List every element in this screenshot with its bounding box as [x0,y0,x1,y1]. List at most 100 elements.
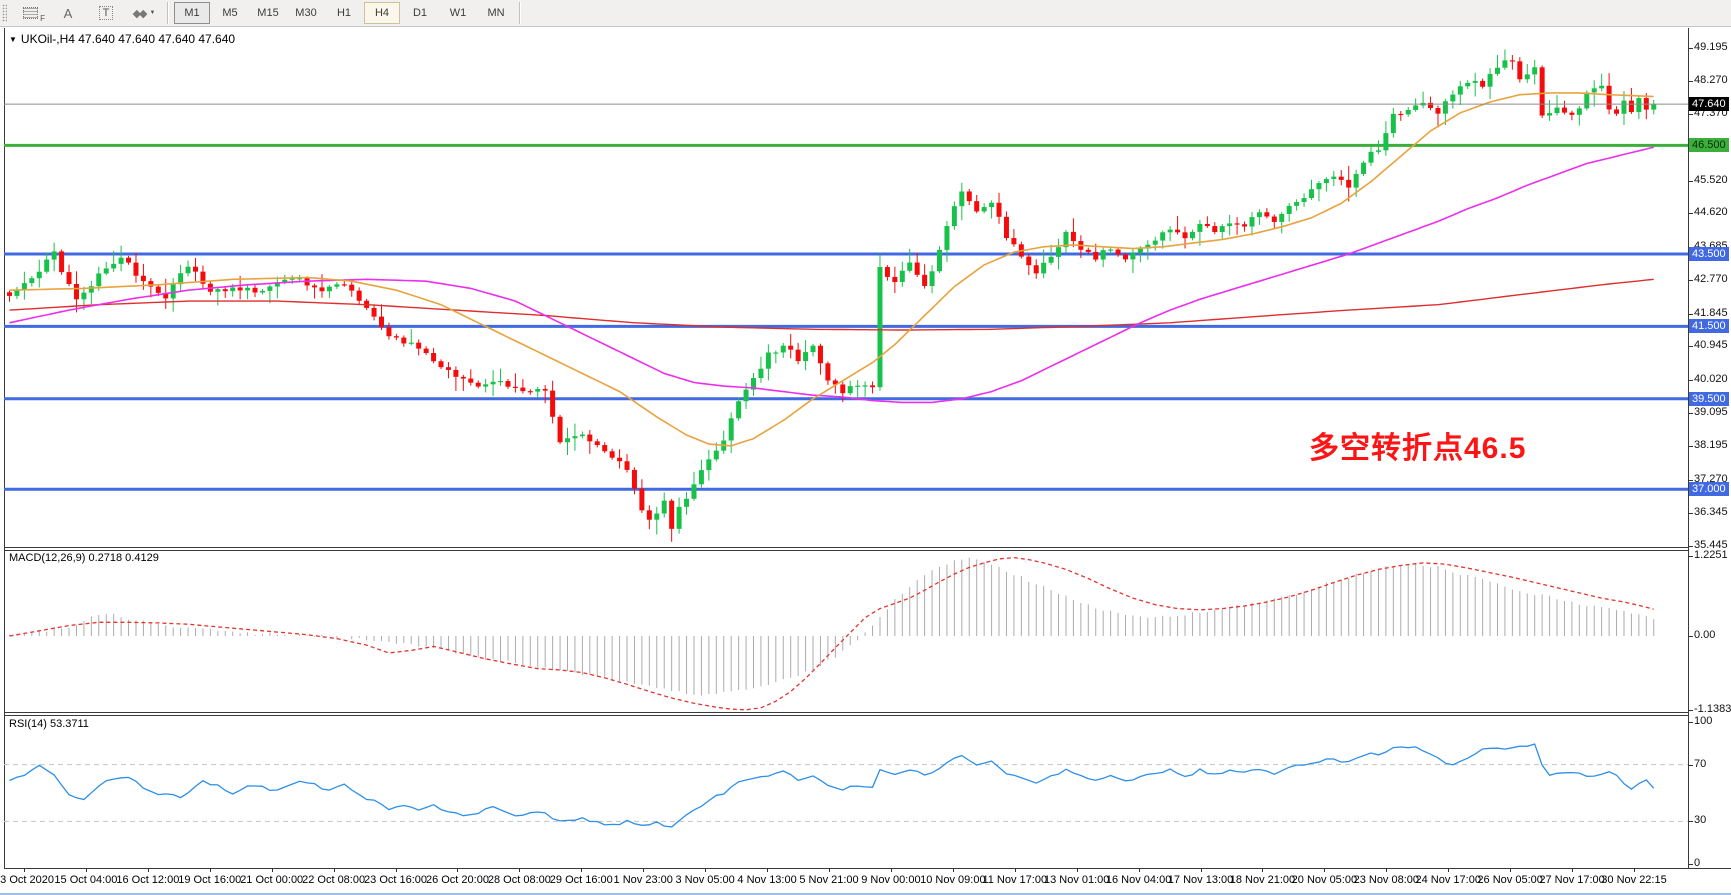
date-tick-mark [209,868,211,872]
date-tick-mark [1572,868,1574,872]
dropdown-caret-icon: ▼ [149,10,156,16]
date-label: 16 Oct 12:00 [116,874,180,886]
rsi-tick-label: 70 [1694,757,1707,770]
grid-properties-button[interactable]: F [12,2,48,24]
date-tick-mark [952,868,954,872]
panel-separator[interactable] [4,715,1689,716]
timeframe-button-H1[interactable]: H1 [336,7,352,19]
price-tick-label: 48.270 [1694,74,1728,87]
date-tick-mark [395,868,397,872]
axis-tick-mark [1688,864,1693,865]
timeframe-button-M1[interactable]: M1 [174,2,210,24]
date-tick-mark [581,868,583,872]
axis-tick-mark [1688,113,1693,115]
axis-tick-mark [1688,710,1693,712]
timeframe-button-MN[interactable]: MN [487,7,505,19]
price-tick-label: 38.195 [1694,439,1728,452]
date-label: 4 Nov 13:00 [737,874,797,886]
date-tick-mark [643,868,645,872]
date-label: 28 Oct 08:00 [487,874,551,886]
timeframe-button-W1[interactable]: W1 [449,7,467,19]
window-bottom-edge [0,893,1731,895]
date-label: 23 Oct 16:00 [364,874,428,886]
objects-button[interactable]: ◆◆ ▼ [126,2,162,24]
date-label: 27 Nov 17:00 [1539,874,1605,886]
date-label: 9 Nov 00:00 [861,874,921,886]
price-level-box-46.500: 46.500 [1689,138,1729,153]
level-lines[interactable] [4,143,1688,491]
macd-histogram [9,557,1655,696]
price-tick-label: 45.520 [1694,173,1728,186]
date-label: 26 Nov 05:00 [1477,874,1543,886]
axis-tick-mark [1688,213,1693,215]
ma-red-line [9,278,1654,331]
text-label-button[interactable]: A [50,2,86,24]
objects-icon: ◆◆ [132,7,148,20]
date-tick-mark [1076,868,1078,872]
date-label: 20 Nov 05:00 [1291,874,1358,886]
date-tick-mark [1200,868,1202,872]
ma-magenta-line [9,146,1654,404]
date-tick-mark [147,868,149,872]
text-box-button[interactable]: T [88,2,124,24]
date-tick-mark [271,868,273,872]
date-label: 23 Nov 08:00 [1353,874,1420,886]
date-label: 5 Nov 21:00 [799,874,859,886]
toolbar-separator [167,2,169,24]
axis-tick-mark [1688,545,1693,547]
macd-signal-line [9,556,1654,711]
timeframe-button-M5[interactable]: M5 [222,7,238,19]
date-label: 15 Oct 04:00 [54,874,118,886]
toolbar-drag-handle[interactable] [2,4,7,22]
date-label: 30 Nov 22:15 [1601,874,1667,886]
panel-separator[interactable] [4,712,1689,713]
date-label: 10 Nov 09:00 [920,874,986,886]
axis-tick-mark [1688,280,1693,282]
axis-tick-mark [1688,81,1693,83]
date-tick-mark [1138,868,1140,872]
main-chart-canvas[interactable] [4,28,1688,547]
macd-tick-label: 1.2251 [1694,549,1728,561]
toolbar-separator [519,2,521,24]
annotation-text[interactable]: 多空转折点46.5 [1309,432,1527,465]
rsi-tick-label: 30 [1694,814,1707,827]
panel-separator[interactable] [4,547,1689,548]
price-tick-label: 36.345 [1694,506,1728,518]
axis-tick-mark [1688,180,1693,182]
axis-tick-mark [1688,446,1693,448]
axis-tick-mark [1688,764,1693,766]
timeframe-button-M15[interactable]: M15 [257,7,279,19]
grid-icon [22,7,38,19]
timeframe-button-D1[interactable]: D1 [412,7,428,19]
date-label: 11 Nov 17:00 [982,874,1048,886]
date-label: 24 Nov 17:00 [1415,874,1481,886]
timeframe-button-M30[interactable]: M30 [295,7,317,19]
date-label: 13 Nov 01:00 [1043,874,1110,886]
axis-tick-mark [1688,47,1693,49]
axis-tick-mark [1688,313,1693,315]
date-tick-mark [1262,868,1264,872]
price-level-box-39.500: 39.500 [1689,391,1729,406]
date-tick-mark [1634,868,1635,872]
date-tick-mark [1014,868,1016,872]
candles[interactable] [7,49,1657,542]
rsi-tick-label: 100 [1694,715,1713,727]
date-tick-mark [767,868,769,872]
price-tick-label: 44.620 [1694,206,1728,219]
axis-tick-mark [1688,821,1693,823]
price-tick-label: 40.945 [1694,339,1728,352]
axis-tick-mark [1688,479,1693,481]
rsi-panel-canvas[interactable] [4,715,1688,868]
axis-tick-mark [1688,513,1693,514]
date-label: 16 Nov 04:00 [1105,874,1172,886]
panel-separator[interactable] [4,550,1689,551]
macd-label: MACD(12,26,9) 0.2718 0.4129 [9,552,159,564]
axis-tick-mark [1688,379,1693,381]
timeframe-button-H4[interactable]: H4 [364,2,400,24]
date-tick-mark [333,868,335,872]
chart-collapse-icon[interactable]: ▼ [9,35,17,44]
macd-panel-canvas[interactable] [4,550,1688,712]
time-axis-line [4,868,1731,869]
price-tick-label: 49.195 [1694,40,1728,53]
axis-tick-mark [1688,636,1693,637]
